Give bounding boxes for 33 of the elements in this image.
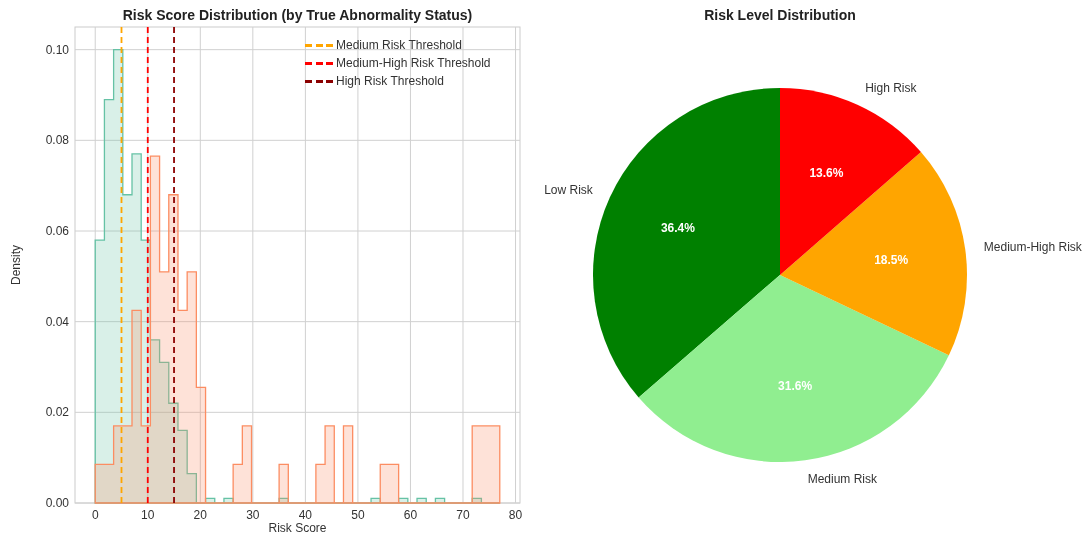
y-tick-label: 0.04 <box>45 314 70 329</box>
x-tick-label: 70 <box>456 508 470 522</box>
legend-label: Medium-High Risk Threshold <box>336 56 491 70</box>
chart-title: Risk Score Distribution (by True Abnormality Status) <box>122 7 473 23</box>
slice-label: Medium Risk <box>807 471 879 486</box>
chart-title: Risk Level Distribution <box>704 7 856 23</box>
legend-label: Medium Risk Threshold <box>336 38 462 52</box>
y-tick-label: 0.10 <box>45 42 70 57</box>
x-tick-label: 20 <box>193 508 208 522</box>
pie-slice <box>638 275 949 462</box>
x-tick-label: 40 <box>298 508 313 522</box>
x-tick-label: 80 <box>508 508 523 522</box>
data-label: 18.5% <box>874 252 909 267</box>
slice-label: High Risk <box>865 80 918 95</box>
data-label: 31.6% <box>778 379 813 394</box>
x-tick-label: 0 <box>91 508 99 522</box>
y-tick-label: 0.00 <box>45 496 70 510</box>
y-tick-label: 0.02 <box>45 405 70 420</box>
x-tick-label: 30 <box>246 508 260 522</box>
x-axis-title: Risk Score <box>268 521 327 535</box>
x-tick-label: 60 <box>403 508 418 522</box>
pie-slice <box>593 88 780 398</box>
x-tick-label: 50 <box>351 508 365 522</box>
pie-slice <box>780 152 967 356</box>
legend-label: High Risk Threshold <box>336 74 444 88</box>
slice-label: Low Risk <box>544 182 594 197</box>
x-tick-label: 10 <box>141 508 155 522</box>
data-label: 13.6% <box>809 165 844 180</box>
data-label: 36.4% <box>660 221 696 236</box>
slice-label: Medium-High Risk <box>983 240 1083 254</box>
y-axis-title: Density <box>9 244 23 286</box>
y-tick-label: 0.06 <box>45 224 70 238</box>
y-tick-label: 0.08 <box>45 133 70 148</box>
